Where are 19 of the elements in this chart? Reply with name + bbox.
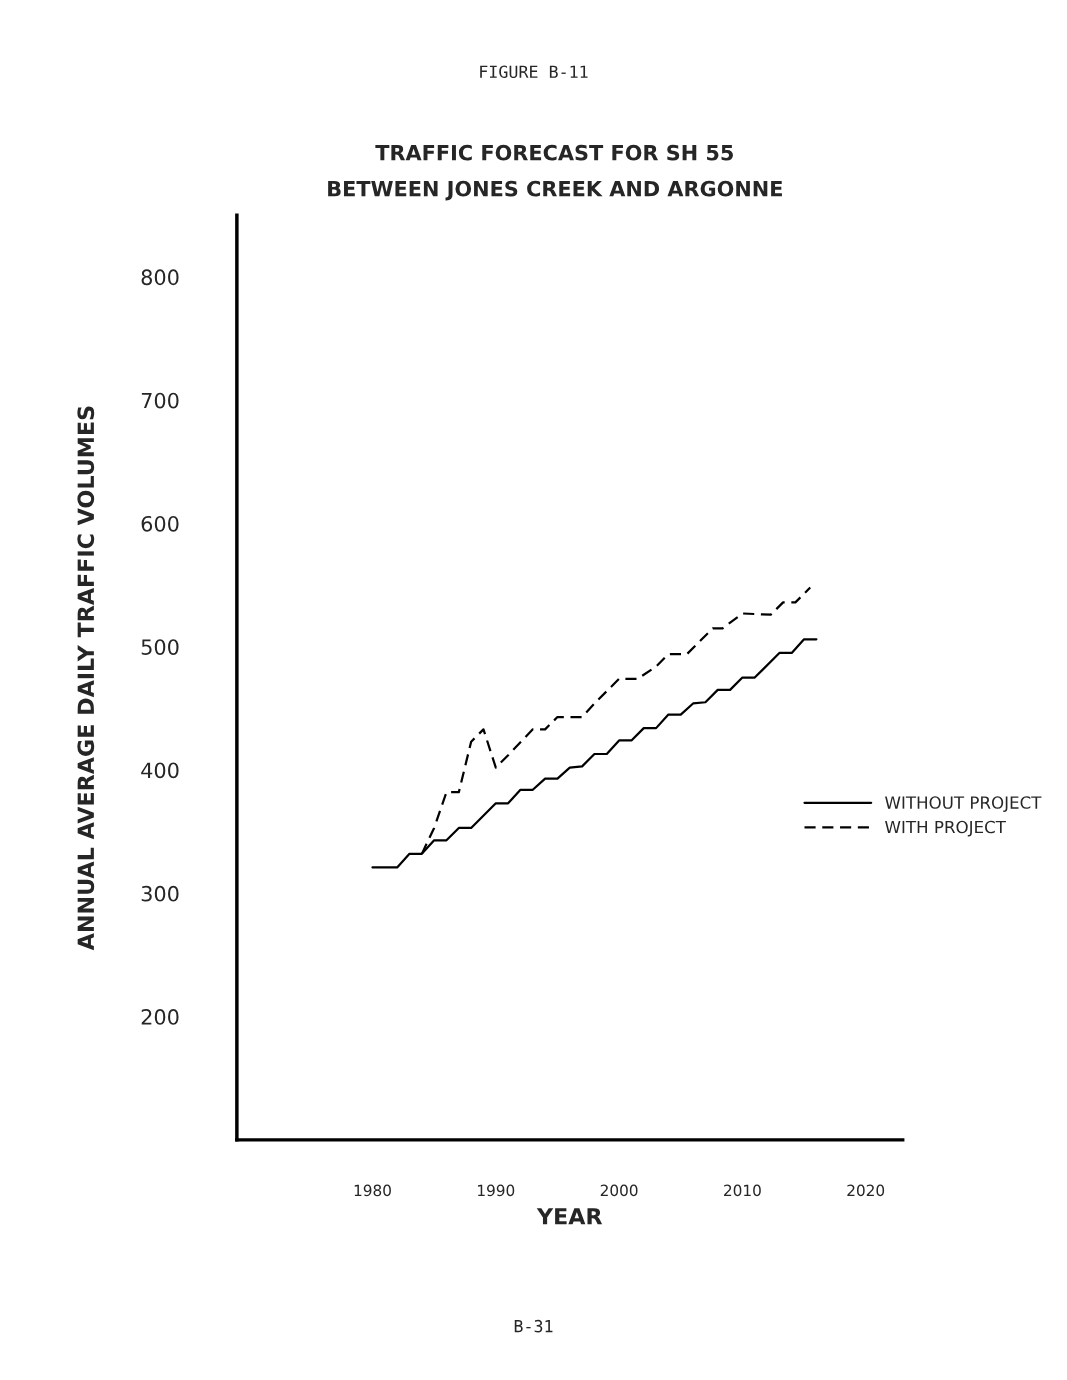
y-tick-label: 300 — [141, 885, 179, 902]
y-tick-label: 700 — [141, 392, 179, 409]
y-tick-label: 200 — [141, 1009, 179, 1025]
chart-title: TRAFFIC FORECAST FOR SH 55 BETWEEN JONES CREEK AND ARGONNE — [328, 144, 782, 201]
y-axis-title: ANNUAL AVERAGE DAILY TRAFFIC VOLUMES — [77, 406, 95, 951]
x-tick-label: 2000 — [600, 1184, 638, 1197]
legend-label: WITH PROJECT — [885, 820, 1006, 837]
y-tick-label: 500 — [141, 639, 179, 655]
text: FIGURE B-11 — [480, 65, 588, 79]
y-tick-label: 800 — [141, 269, 179, 286]
x-tick-label: 1990 — [478, 1184, 515, 1197]
legend-label: WITHOUT PROJECT — [885, 796, 1042, 812]
x-axis-title: YEAR — [536, 1208, 603, 1225]
x-tick-label: 2010 — [724, 1184, 761, 1197]
x-tick-label: 1980 — [354, 1184, 391, 1197]
x-tick-label: 2020 — [847, 1184, 885, 1197]
y-tick-label: 400 — [141, 762, 179, 779]
text: B-31 — [514, 1319, 553, 1333]
y-tick-label: 600 — [141, 515, 179, 532]
